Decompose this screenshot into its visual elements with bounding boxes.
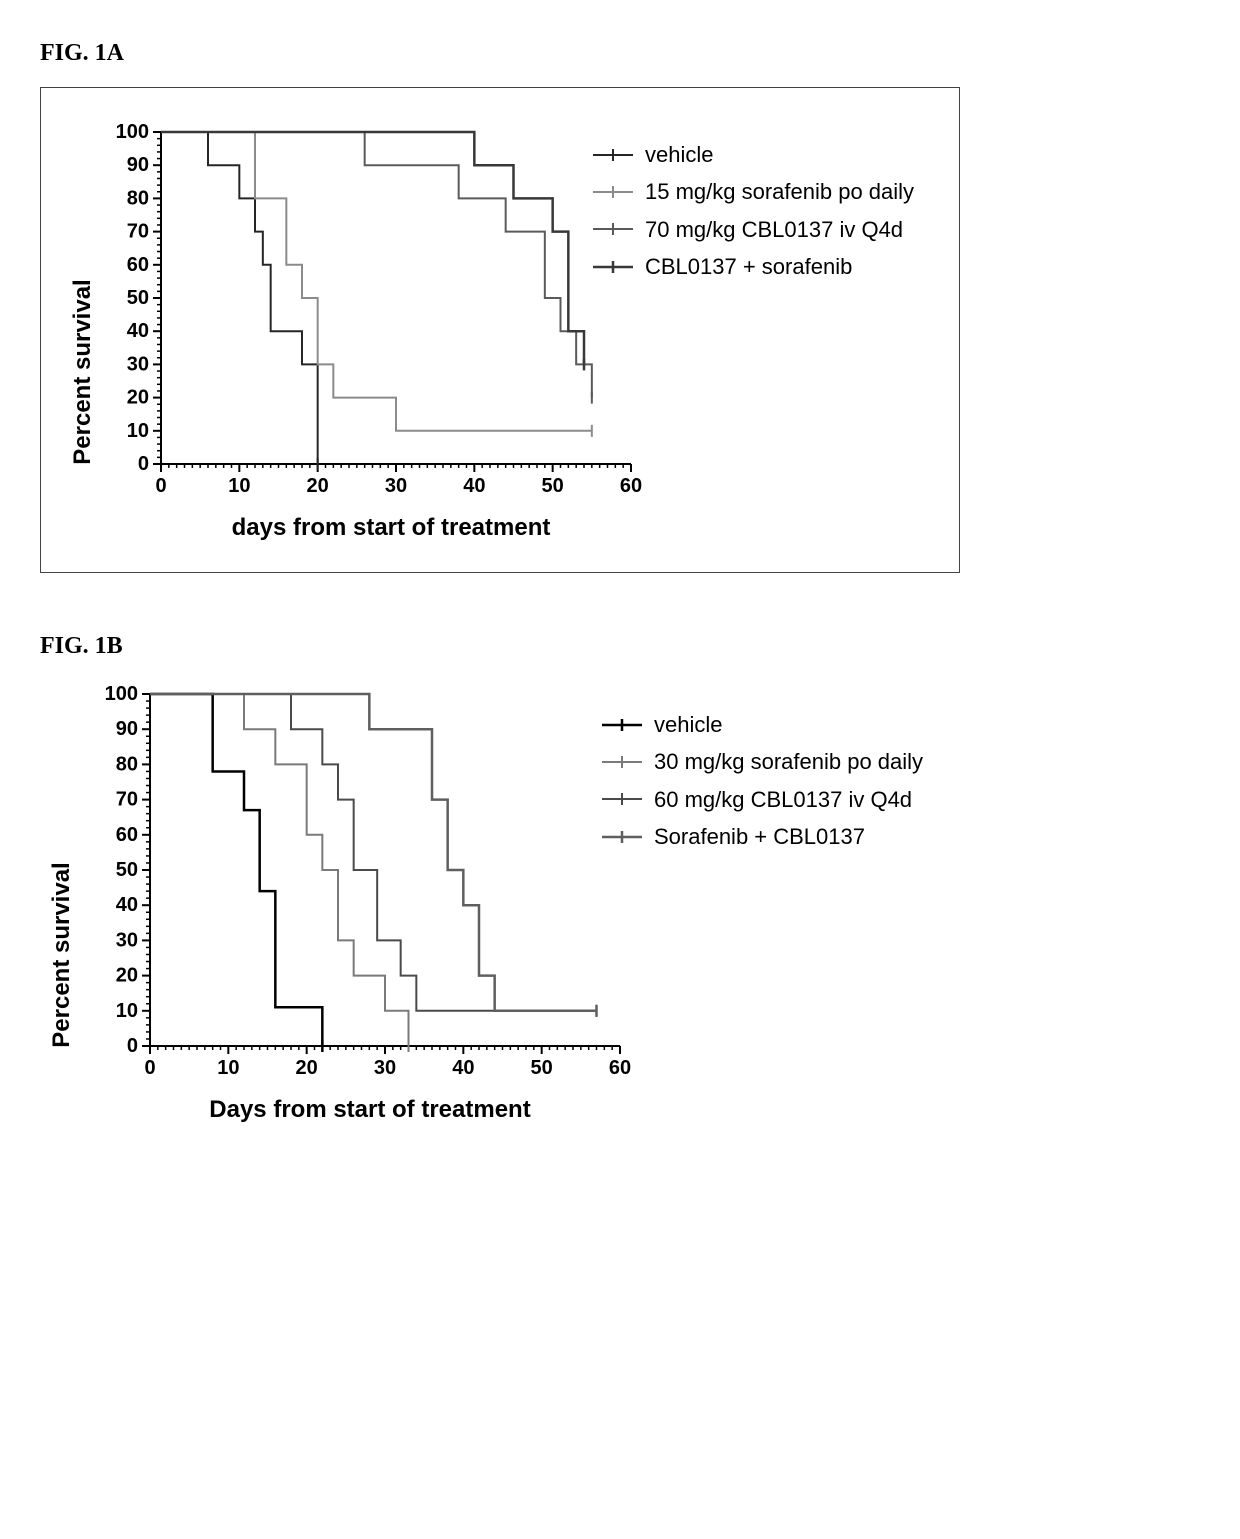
figure-label-b: FIG. 1B (40, 633, 1200, 660)
xlabel-1b: Days from start of treatment (40, 1096, 640, 1124)
svg-text:30: 30 (385, 475, 407, 497)
svg-text:30: 30 (127, 353, 149, 375)
svg-text:90: 90 (127, 154, 149, 176)
legend-swatch (591, 184, 635, 200)
svg-text:100: 100 (105, 683, 138, 705)
svg-text:50: 50 (116, 859, 138, 881)
svg-text:10: 10 (217, 1057, 239, 1079)
svg-text:10: 10 (127, 420, 149, 442)
legend-swatch (591, 259, 635, 275)
legend-item: vehicle (591, 136, 914, 173)
svg-text:0: 0 (155, 475, 166, 497)
legend-swatch (591, 147, 635, 163)
svg-text:70: 70 (116, 789, 138, 811)
svg-text:20: 20 (127, 387, 149, 409)
legend-label: 15 mg/kg sorafenib po daily (645, 173, 914, 210)
svg-text:80: 80 (116, 753, 138, 775)
svg-text:20: 20 (307, 475, 329, 497)
legend-label: CBL0137 + sorafenib (645, 248, 852, 285)
svg-text:80: 80 (127, 187, 149, 209)
legend-swatch (600, 717, 644, 733)
svg-text:70: 70 (127, 221, 149, 243)
svg-text:20: 20 (296, 1057, 318, 1079)
legend-item: Sorafenib + CBL0137 (600, 818, 923, 855)
legend-label: 30 mg/kg sorafenib po daily (654, 743, 923, 780)
svg-text:0: 0 (144, 1057, 155, 1079)
legend-label: vehicle (645, 136, 713, 173)
legend-item: 70 mg/kg CBL0137 iv Q4d (591, 211, 914, 248)
chart-1a: 0 10 20 30 40 50 60 70 80 90 100 0 10 20 30 40 50 60 (51, 118, 651, 508)
svg-text:90: 90 (116, 718, 138, 740)
figure-label-a: FIG. 1A (40, 40, 1200, 67)
legend-1b: vehicle30 mg/kg sorafenib po daily60 mg/… (600, 706, 923, 856)
legend-label: 60 mg/kg CBL0137 iv Q4d (654, 781, 912, 818)
svg-text:0: 0 (138, 453, 149, 475)
legend-item: 30 mg/kg sorafenib po daily (600, 743, 923, 780)
chart-1b-wrap: Percent survival 01020304050607080901000… (40, 680, 960, 1124)
svg-text:10: 10 (228, 475, 250, 497)
legend-swatch (591, 221, 635, 237)
legend-item: 60 mg/kg CBL0137 iv Q4d (600, 781, 923, 818)
svg-text:60: 60 (127, 254, 149, 276)
svg-text:30: 30 (374, 1057, 396, 1079)
svg-text:50: 50 (542, 475, 564, 497)
legend-swatch (600, 791, 644, 807)
panel-fig-1a: Percent survival 01020304050607080901000… (40, 87, 960, 573)
svg-text:10: 10 (116, 1000, 138, 1022)
xlabel-1a: days from start of treatment (51, 514, 651, 542)
legend-label: 70 mg/kg CBL0137 iv Q4d (645, 211, 903, 248)
svg-text:40: 40 (127, 320, 149, 342)
legend-swatch (600, 829, 644, 845)
legend-item: vehicle (600, 706, 923, 743)
svg-text:50: 50 (531, 1057, 553, 1079)
svg-text:100: 100 (116, 121, 149, 143)
legend-label: Sorafenib + CBL0137 (654, 818, 865, 855)
svg-text:20: 20 (116, 965, 138, 987)
svg-text:60: 60 (620, 475, 642, 497)
svg-text:60: 60 (609, 1057, 631, 1079)
panel-fig-1b: Percent survival 01020304050607080901000… (40, 680, 960, 1124)
svg-text:40: 40 (463, 475, 485, 497)
legend-label: vehicle (654, 706, 722, 743)
chart-1a-wrap: Percent survival 01020304050607080901000… (51, 118, 929, 542)
svg-text:50: 50 (127, 287, 149, 309)
svg-text:40: 40 (452, 1057, 474, 1079)
chart-1b: 0 10 20 30 40 50 60 70 80 90 100 0 10 20 30 40 50 60 (40, 680, 640, 1090)
svg-text:60: 60 (116, 824, 138, 846)
svg-text:0: 0 (127, 1035, 138, 1057)
legend-swatch (600, 754, 644, 770)
legend-item: CBL0137 + sorafenib (591, 248, 914, 285)
svg-text:40: 40 (116, 894, 138, 916)
svg-text:30: 30 (116, 929, 138, 951)
legend-item: 15 mg/kg sorafenib po daily (591, 173, 914, 210)
legend-1a: vehicle15 mg/kg sorafenib po daily70 mg/… (591, 136, 914, 286)
